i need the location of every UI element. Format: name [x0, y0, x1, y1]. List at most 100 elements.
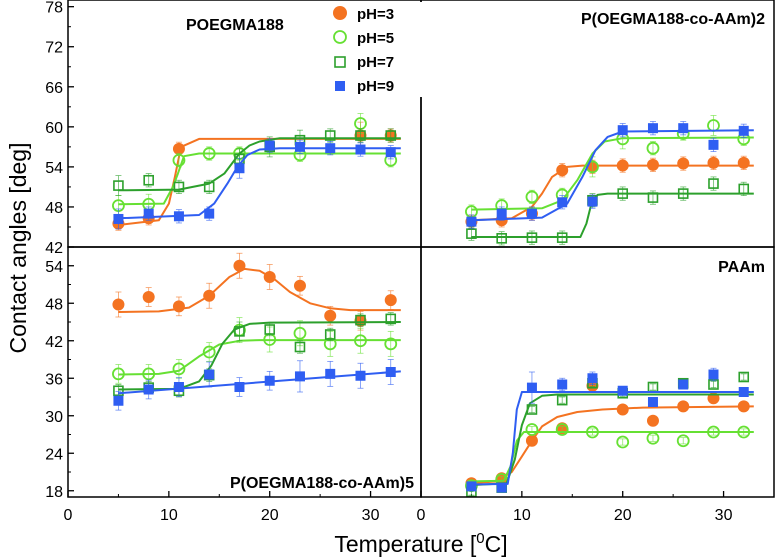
data-point — [646, 431, 660, 445]
data-point — [556, 232, 568, 243]
y-tick-label: 78 — [45, 0, 63, 17]
fit-curve — [118, 137, 401, 226]
data-point — [173, 211, 184, 222]
x-axis-label-unit: C] — [485, 531, 508, 557]
fit-curve — [118, 370, 401, 395]
data-point — [355, 370, 366, 381]
fit-curve — [471, 164, 754, 222]
y-axis-label: Contact angles [deg] — [5, 143, 31, 354]
data-point — [172, 362, 186, 376]
panel-4: 0 10 20 30 PAAm — [417, 246, 775, 524]
data-point — [264, 140, 275, 151]
data-point — [708, 139, 719, 150]
y-tick-label: 36 — [45, 371, 63, 388]
fit-curve — [471, 136, 754, 211]
y-tick-label: 42 — [45, 334, 63, 351]
data-point — [293, 326, 307, 340]
fit-curve — [118, 267, 401, 313]
x-tick-label: 20 — [614, 507, 632, 524]
series-ph9 — [466, 367, 754, 493]
legend-label-ph5: pH=5 — [357, 30, 394, 47]
data-point — [202, 147, 216, 160]
x-tick-label: 0 — [64, 507, 73, 524]
data-point — [496, 233, 507, 244]
data-point — [234, 326, 245, 337]
fit-curve — [118, 321, 401, 391]
data-point — [325, 368, 336, 379]
series-ph9 — [466, 121, 754, 229]
data-point — [173, 181, 185, 193]
data-point — [556, 394, 568, 406]
series-ph9 — [113, 359, 401, 411]
data-point — [354, 334, 367, 348]
data-point — [738, 183, 750, 195]
data-point — [203, 289, 216, 302]
y-tick-label: 30 — [45, 409, 63, 426]
panel-frame — [67, 246, 422, 498]
y-tick-label: 48 — [45, 200, 63, 217]
panel-title: P(OEGMA188-co-AAm)5 — [230, 475, 414, 492]
data-point — [385, 130, 397, 141]
data-point — [142, 291, 155, 303]
data-point — [204, 208, 215, 219]
data-point — [678, 379, 689, 390]
data-point — [616, 435, 630, 449]
legend: pH=3 pH=5 pH=7 pH=9 — [319, 2, 424, 97]
data-point — [526, 404, 538, 415]
data-point — [234, 382, 245, 392]
data-point — [525, 190, 539, 204]
data-point — [294, 141, 305, 152]
y-tick-label: 60 — [45, 120, 63, 137]
series-ph5 — [465, 115, 754, 219]
fit-curve — [471, 192, 754, 238]
series-ph7 — [113, 312, 401, 398]
data-point — [143, 174, 154, 186]
data-point — [676, 434, 690, 448]
data-point — [738, 387, 749, 397]
data-point — [264, 324, 276, 335]
data-point — [555, 423, 569, 436]
series-ph7 — [466, 176, 754, 246]
data-point — [325, 143, 336, 154]
data-point — [738, 125, 749, 136]
data-point — [324, 130, 336, 141]
data-point — [263, 271, 276, 283]
x-axis-label: Temperature [0C] — [334, 530, 507, 557]
data-point — [737, 425, 751, 439]
data-point — [525, 423, 539, 436]
data-point — [737, 156, 750, 169]
data-point — [738, 371, 750, 383]
data-point — [617, 385, 628, 396]
data-point — [264, 375, 275, 386]
panel-title: PAAm — [718, 259, 765, 276]
data-point — [677, 400, 690, 413]
y-tick-label: 18 — [45, 484, 63, 501]
data-point — [294, 341, 306, 353]
x-tick-label: 0 — [417, 507, 426, 524]
data-point — [587, 373, 598, 384]
data-point — [172, 142, 185, 155]
data-point — [466, 216, 477, 227]
y-tick-label: 66 — [45, 80, 63, 97]
data-point — [526, 232, 538, 243]
data-point — [466, 481, 477, 492]
data-point — [113, 395, 124, 406]
panel-2: P(OEGMA188-co-AAm)2 — [420, 0, 775, 248]
data-point — [646, 414, 659, 427]
legend-marker-ph5 — [333, 30, 347, 44]
data-point — [466, 228, 477, 239]
data-point — [355, 130, 366, 141]
data-point — [143, 384, 154, 395]
data-point — [496, 482, 507, 493]
data-point — [112, 367, 125, 381]
data-point — [203, 181, 215, 193]
y-tick-label: 54 — [45, 259, 63, 276]
data-point — [324, 309, 337, 322]
y-tick-label: 24 — [45, 446, 63, 463]
data-point — [556, 164, 569, 177]
data-point — [647, 123, 658, 134]
data-point — [586, 425, 599, 439]
data-point — [113, 213, 124, 224]
data-point — [646, 158, 659, 171]
